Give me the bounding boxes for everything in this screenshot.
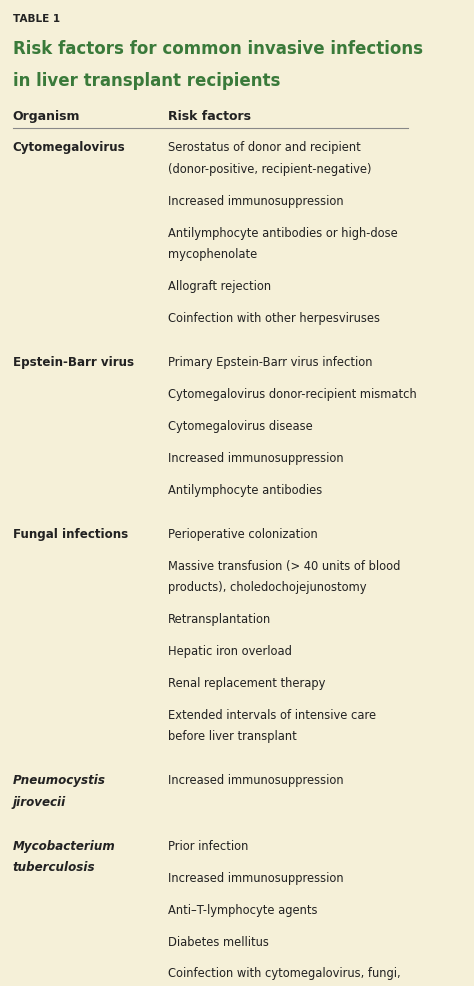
Text: Antilymphocyte antibodies: Antilymphocyte antibodies <box>168 483 322 496</box>
Text: Serostatus of donor and recipient: Serostatus of donor and recipient <box>168 141 361 154</box>
Text: (donor-positive, recipient-negative): (donor-positive, recipient-negative) <box>168 163 372 176</box>
Text: Allograft rejection: Allograft rejection <box>168 280 271 293</box>
Text: Cytomegalovirus: Cytomegalovirus <box>13 141 125 154</box>
Text: Coinfection with cytomegalovirus, fungi,: Coinfection with cytomegalovirus, fungi, <box>168 966 401 979</box>
Text: jirovecii: jirovecii <box>13 795 66 809</box>
Text: Renal replacement therapy: Renal replacement therapy <box>168 676 326 689</box>
Text: Increased immunosuppression: Increased immunosuppression <box>168 194 344 208</box>
Text: Epstein-Barr virus: Epstein-Barr virus <box>13 356 134 369</box>
Text: Prior infection: Prior infection <box>168 839 248 852</box>
Text: Risk factors for common invasive infections: Risk factors for common invasive infecti… <box>13 39 423 57</box>
Text: Retransplantation: Retransplantation <box>168 612 272 625</box>
Text: Risk factors: Risk factors <box>168 109 251 122</box>
Text: before liver transplant: before liver transplant <box>168 730 297 742</box>
Text: TABLE 1: TABLE 1 <box>13 14 60 24</box>
Text: products), choledochojejunostomy: products), choledochojejunostomy <box>168 581 366 594</box>
Text: Cytomegalovirus donor-recipient mismatch: Cytomegalovirus donor-recipient mismatch <box>168 387 417 400</box>
Text: in liver transplant recipients: in liver transplant recipients <box>13 72 280 90</box>
Text: Coinfection with other herpesviruses: Coinfection with other herpesviruses <box>168 312 380 324</box>
Text: Fungal infections: Fungal infections <box>13 528 128 540</box>
Text: Extended intervals of intensive care: Extended intervals of intensive care <box>168 708 376 721</box>
Text: Massive transfusion (> 40 units of blood: Massive transfusion (> 40 units of blood <box>168 559 401 572</box>
Text: Pneumocystis: Pneumocystis <box>13 774 106 787</box>
Text: mycophenolate: mycophenolate <box>168 248 257 261</box>
Text: Increased immunosuppression: Increased immunosuppression <box>168 871 344 883</box>
Text: Organism: Organism <box>13 109 80 122</box>
Text: Diabetes mellitus: Diabetes mellitus <box>168 935 269 948</box>
Text: Cytomegalovirus disease: Cytomegalovirus disease <box>168 419 313 433</box>
Text: Hepatic iron overload: Hepatic iron overload <box>168 644 292 658</box>
Text: Increased immunosuppression: Increased immunosuppression <box>168 774 344 787</box>
Text: Anti–T-lymphocyte agents: Anti–T-lymphocyte agents <box>168 903 318 916</box>
Text: Antilymphocyte antibodies or high-dose: Antilymphocyte antibodies or high-dose <box>168 227 398 240</box>
Text: Increased immunosuppression: Increased immunosuppression <box>168 452 344 464</box>
Text: Mycobacterium: Mycobacterium <box>13 839 115 852</box>
Text: Perioperative colonization: Perioperative colonization <box>168 528 318 540</box>
Text: tuberculosis: tuberculosis <box>13 861 95 874</box>
Text: Primary Epstein-Barr virus infection: Primary Epstein-Barr virus infection <box>168 356 373 369</box>
